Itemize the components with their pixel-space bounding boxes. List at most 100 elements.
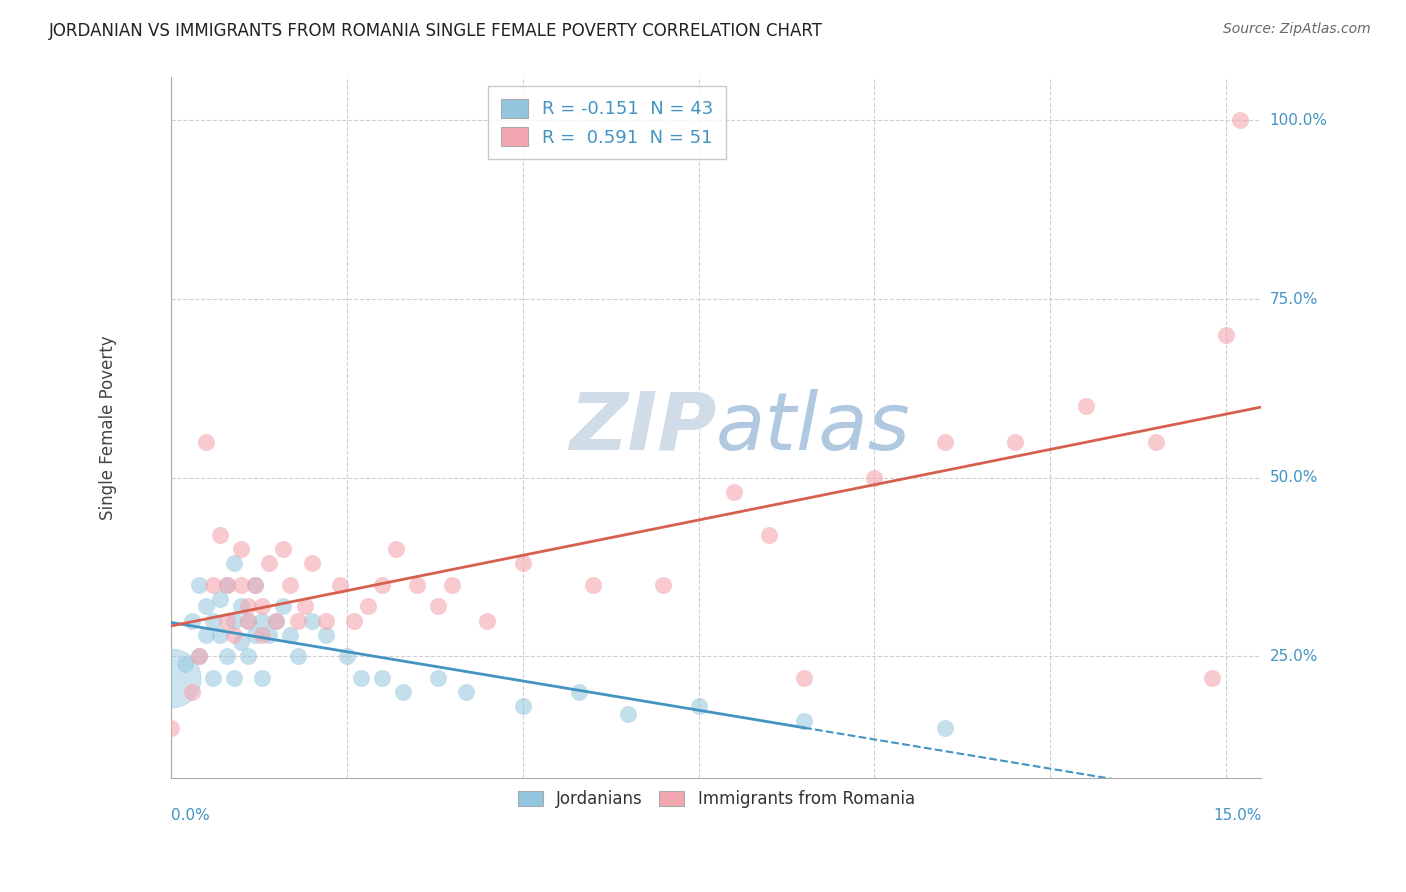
- Point: [209, 528, 232, 542]
- Text: 100.0%: 100.0%: [1270, 112, 1327, 128]
- Point: [477, 614, 499, 628]
- Point: [224, 628, 246, 642]
- Point: [343, 614, 366, 628]
- Point: [336, 649, 359, 664]
- Point: [329, 578, 352, 592]
- Point: [160, 721, 183, 735]
- Point: [294, 599, 316, 614]
- Text: 50.0%: 50.0%: [1270, 470, 1317, 485]
- Point: [793, 714, 815, 728]
- Text: Source: ZipAtlas.com: Source: ZipAtlas.com: [1223, 22, 1371, 37]
- Point: [231, 635, 253, 649]
- Point: [181, 614, 204, 628]
- Legend: Jordanians, Immigrants from Romania: Jordanians, Immigrants from Romania: [510, 784, 921, 815]
- Point: [280, 628, 302, 642]
- Point: [652, 578, 675, 592]
- Point: [512, 557, 534, 571]
- Point: [1215, 327, 1237, 342]
- Point: [315, 614, 337, 628]
- Point: [245, 628, 267, 642]
- Text: JORDANIAN VS IMMIGRANTS FROM ROMANIA SINGLE FEMALE POVERTY CORRELATION CHART: JORDANIAN VS IMMIGRANTS FROM ROMANIA SIN…: [49, 22, 823, 40]
- Point: [252, 599, 274, 614]
- Point: [195, 599, 218, 614]
- Text: 25.0%: 25.0%: [1270, 648, 1317, 664]
- Point: [1074, 399, 1097, 413]
- Text: 75.0%: 75.0%: [1270, 292, 1317, 307]
- Point: [245, 578, 267, 592]
- Point: [160, 671, 183, 685]
- Point: [224, 671, 246, 685]
- Point: [863, 471, 886, 485]
- Point: [188, 649, 211, 664]
- Point: [934, 721, 956, 735]
- Text: ZIP: ZIP: [569, 389, 716, 467]
- Point: [266, 614, 288, 628]
- Point: [217, 614, 239, 628]
- Point: [793, 671, 815, 685]
- Point: [934, 434, 956, 449]
- Point: [371, 578, 394, 592]
- Point: [252, 614, 274, 628]
- Text: atlas: atlas: [716, 389, 911, 467]
- Point: [427, 671, 450, 685]
- Point: [1229, 113, 1251, 128]
- Point: [301, 557, 323, 571]
- Point: [174, 657, 197, 671]
- Point: [202, 671, 225, 685]
- Point: [427, 599, 450, 614]
- Text: 15.0%: 15.0%: [1213, 808, 1261, 823]
- Point: [758, 528, 780, 542]
- Point: [181, 685, 204, 699]
- Point: [238, 614, 260, 628]
- Point: [195, 628, 218, 642]
- Point: [568, 685, 591, 699]
- Point: [238, 649, 260, 664]
- Point: [252, 628, 274, 642]
- Point: [217, 649, 239, 664]
- Point: [315, 628, 337, 642]
- Point: [224, 614, 246, 628]
- Point: [406, 578, 429, 592]
- Point: [617, 706, 640, 721]
- Point: [392, 685, 415, 699]
- Point: [723, 485, 745, 500]
- Point: [357, 599, 380, 614]
- Point: [371, 671, 394, 685]
- Text: 0.0%: 0.0%: [172, 808, 209, 823]
- Point: [217, 578, 239, 592]
- Point: [385, 542, 408, 557]
- Point: [231, 599, 253, 614]
- Point: [217, 578, 239, 592]
- Point: [287, 649, 309, 664]
- Point: [456, 685, 478, 699]
- Point: [202, 614, 225, 628]
- Text: Single Female Poverty: Single Female Poverty: [100, 335, 117, 520]
- Point: [252, 671, 274, 685]
- Point: [231, 542, 253, 557]
- Point: [195, 434, 218, 449]
- Point: [280, 578, 302, 592]
- Point: [188, 578, 211, 592]
- Point: [209, 592, 232, 607]
- Point: [273, 542, 295, 557]
- Point: [441, 578, 464, 592]
- Point: [188, 649, 211, 664]
- Point: [350, 671, 373, 685]
- Point: [266, 614, 288, 628]
- Point: [582, 578, 605, 592]
- Point: [209, 628, 232, 642]
- Point: [259, 628, 281, 642]
- Point: [512, 699, 534, 714]
- Point: [1004, 434, 1026, 449]
- Point: [231, 578, 253, 592]
- Point: [301, 614, 323, 628]
- Point: [273, 599, 295, 614]
- Point: [1201, 671, 1223, 685]
- Point: [202, 578, 225, 592]
- Point: [1144, 434, 1167, 449]
- Point: [245, 578, 267, 592]
- Point: [238, 599, 260, 614]
- Point: [287, 614, 309, 628]
- Point: [259, 557, 281, 571]
- Point: [688, 699, 710, 714]
